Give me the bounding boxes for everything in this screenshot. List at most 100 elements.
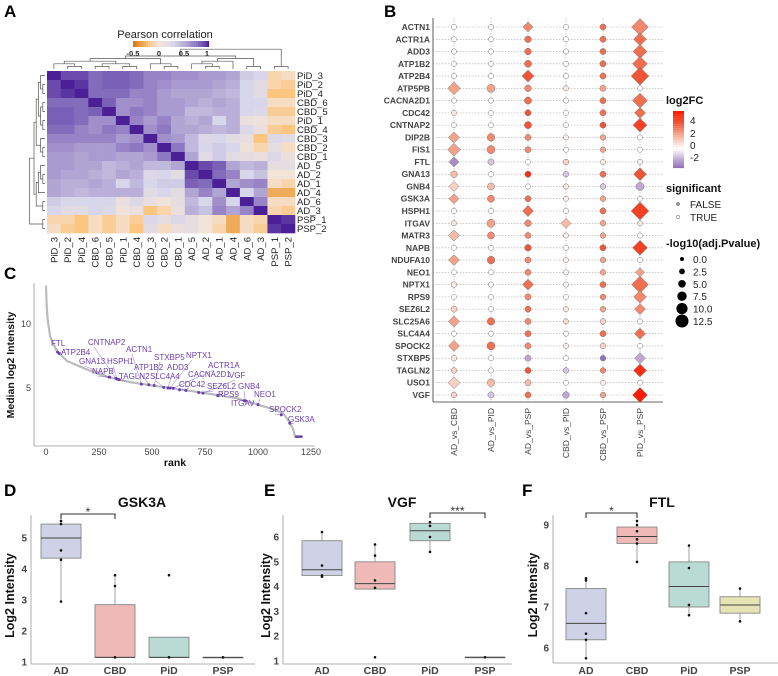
colorbar-segment — [673, 139, 684, 142]
heatmap-cell — [226, 98, 241, 108]
legend-title: significant — [666, 183, 721, 195]
heatmap-cell — [102, 143, 117, 153]
circle-mark — [486, 145, 496, 154]
shape-key — [676, 202, 680, 206]
heatmap-cell — [115, 206, 130, 216]
heatmap-cell — [157, 161, 172, 171]
heatmap-cell — [74, 143, 89, 153]
gene-label: FIS1 — [412, 145, 430, 155]
gene-label: ATP2B4 — [61, 348, 91, 357]
heatmap-cell — [212, 98, 227, 108]
heatmap-cell — [143, 179, 158, 189]
heatmap-cell — [143, 71, 158, 81]
circle-mark — [488, 110, 494, 116]
gene-label: NEO1 — [407, 267, 430, 277]
panel-label-c: C — [4, 264, 16, 283]
heatmap-cell — [74, 197, 89, 207]
colorbar-segment — [673, 124, 684, 127]
gene-label: GNB4 — [406, 181, 430, 191]
circle-mark — [488, 48, 494, 55]
heatmap-cell — [184, 179, 199, 189]
colorbar-segment — [148, 41, 151, 47]
heatmap-cell — [281, 80, 296, 90]
size-key-label: 0.0 — [693, 255, 707, 266]
heatmap-cell — [184, 125, 199, 135]
circle-mark — [488, 355, 494, 362]
heatmap-cell — [281, 116, 296, 126]
data-point — [320, 564, 324, 567]
circle-mark — [562, 171, 570, 178]
heatmap-cell — [47, 170, 62, 180]
heatmap-cell — [281, 98, 296, 108]
heatmap-cell — [267, 224, 282, 234]
circle-mark — [635, 182, 645, 191]
y-axis-title: Median log2 Intensity — [5, 311, 17, 418]
column-label: PiD_2 — [63, 237, 74, 263]
colorbar-segment — [193, 41, 196, 47]
gene-label: ITGAV — [231, 399, 255, 408]
heatmap-cell — [102, 98, 117, 108]
heatmap-cell — [74, 89, 89, 99]
y-tick-label: 5 — [273, 557, 279, 568]
heatmap-cell — [226, 197, 241, 207]
gene-label: ADD3 — [407, 47, 430, 57]
heatmap-cell — [239, 152, 254, 162]
dendrogram-branch — [42, 174, 45, 184]
heatmap-cell — [212, 215, 227, 225]
circle-mark — [451, 244, 457, 251]
colorbar-segment — [176, 41, 179, 47]
diamond-mark — [448, 131, 460, 144]
heatmap-cell — [281, 143, 296, 153]
heatmap-cell — [212, 206, 227, 216]
x-tick-label: 1250 — [301, 447, 321, 457]
heatmap-cell — [253, 170, 268, 180]
heatmap-cell — [88, 116, 103, 126]
dendrogram-branch — [29, 157, 43, 225]
heatmap-cell — [115, 170, 130, 180]
colorbar-segment — [165, 41, 168, 47]
circle-mark — [451, 110, 457, 116]
highlighted-point — [216, 394, 220, 398]
heatmap-cell — [171, 125, 186, 135]
heatmap-cell — [281, 179, 296, 189]
heatmap-cell — [267, 107, 282, 117]
heatmap-cell — [74, 161, 89, 171]
data-point — [373, 586, 377, 590]
circle-mark — [486, 84, 496, 93]
circle-mark — [563, 85, 569, 92]
y-axis-title: Log2 Intensity — [3, 553, 17, 638]
heatmap-cell — [239, 89, 254, 99]
data-point — [584, 579, 588, 582]
heatmap-cell — [171, 170, 186, 180]
heatmap-cell — [239, 80, 254, 90]
heatmap-cell — [239, 170, 254, 180]
heatmap-cell — [47, 215, 62, 225]
circle-mark — [637, 159, 643, 165]
heatmap-cell — [88, 143, 103, 153]
circle-mark — [563, 294, 569, 300]
heatmap-cell — [281, 215, 296, 225]
dendrogram-branch — [42, 84, 45, 94]
shape-key-label: TRUE — [690, 213, 718, 224]
colorbar-segment — [673, 120, 684, 123]
circle-mark — [563, 73, 569, 79]
gene-label: ACTN1 — [126, 345, 153, 354]
panel-a-heatmap: Pearson correlation-0.5 0 0.5 1PiD_3PiD_3Pi… — [29, 29, 328, 268]
gene-label: NAPB — [406, 243, 430, 253]
dendrogram-branch — [94, 66, 110, 69]
colorbar-segment — [157, 41, 160, 47]
heatmap-cell — [267, 170, 282, 180]
row-label: PiD_3 — [297, 71, 323, 82]
size-key — [678, 280, 686, 288]
data-point — [428, 550, 432, 554]
data-point — [584, 611, 588, 615]
circle-mark — [637, 257, 643, 263]
heatmap-cell — [143, 206, 158, 216]
circle-mark — [524, 109, 532, 117]
heatmap-cell — [102, 224, 117, 234]
data-point — [738, 620, 742, 623]
circle-mark — [487, 182, 495, 191]
heatmap-cell — [239, 107, 254, 117]
diamond-mark — [521, 69, 535, 83]
dendrogram-branch — [246, 66, 261, 69]
